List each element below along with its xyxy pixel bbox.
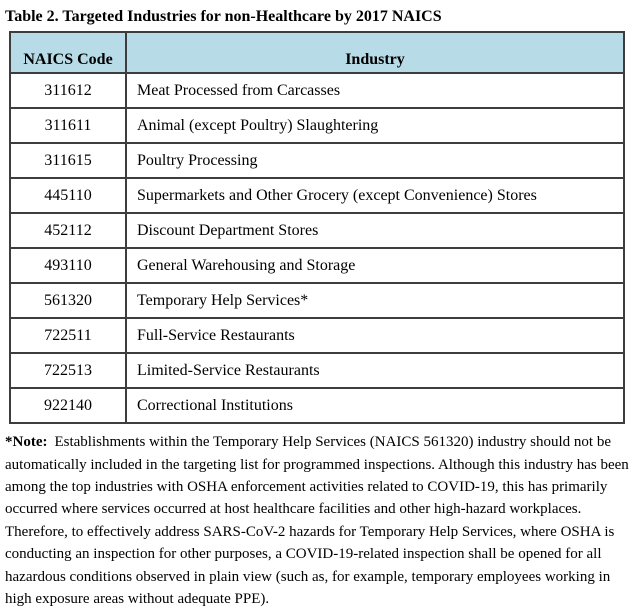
industry-cell: Animal (except Poultry) Slaughtering xyxy=(125,107,625,145)
table-header-row: NAICS Code Industry xyxy=(9,31,625,75)
naics-code-cell: 445110 xyxy=(9,177,127,215)
table-row: 722511 Full-Service Restaurants xyxy=(9,317,625,355)
industry-cell: Discount Department Stores xyxy=(125,212,625,250)
industry-cell: Meat Processed from Carcasses xyxy=(125,72,625,110)
industry-cell: Correctional Institutions xyxy=(125,387,625,425)
table-row: 445110 Supermarkets and Other Grocery (e… xyxy=(9,177,625,215)
industry-cell: Poultry Processing xyxy=(125,142,625,180)
column-header-naics-code: NAICS Code xyxy=(9,31,127,75)
industry-cell: Limited-Service Restaurants xyxy=(125,352,625,390)
document-page: Table 2. Targeted Industries for non-Hea… xyxy=(5,8,629,607)
naics-code-cell: 311612 xyxy=(9,72,127,110)
footnote-label: *Note: xyxy=(5,434,48,451)
naics-code-cell: 722513 xyxy=(9,352,127,390)
naics-code-cell: 452112 xyxy=(9,212,127,250)
naics-code-cell: 311615 xyxy=(9,142,127,180)
naics-code-cell: 922140 xyxy=(9,387,127,425)
column-header-industry: Industry xyxy=(125,31,625,75)
table-body: 311612 Meat Processed from Carcasses 311… xyxy=(9,72,625,425)
footnote-text: Establishments within the Temporary Help… xyxy=(5,434,629,608)
table-row: 922140 Correctional Institutions xyxy=(9,387,625,425)
table-row: 493110 General Warehousing and Storage xyxy=(9,247,625,285)
naics-code-cell: 493110 xyxy=(9,247,127,285)
table-row: 311612 Meat Processed from Carcasses xyxy=(9,72,625,110)
table-row: 561320 Temporary Help Services* xyxy=(9,282,625,320)
table-row: 722513 Limited-Service Restaurants xyxy=(9,352,625,390)
industry-cell: Temporary Help Services* xyxy=(125,282,625,320)
industry-cell: General Warehousing and Storage xyxy=(125,247,625,285)
table-row: 311615 Poultry Processing xyxy=(9,142,625,180)
naics-code-cell: 722511 xyxy=(9,317,127,355)
naics-code-cell: 561320 xyxy=(9,282,127,320)
table-title: Table 2. Targeted Industries for non-Hea… xyxy=(5,8,442,25)
table-row: 452112 Discount Department Stores xyxy=(9,212,625,250)
naics-industries-table: NAICS Code Industry 311612 Meat Processe… xyxy=(9,31,625,425)
industry-cell: Supermarkets and Other Grocery (except C… xyxy=(125,177,625,215)
table-row: 311611 Animal (except Poultry) Slaughter… xyxy=(9,107,625,145)
footnote: *Note: Establishments within the Temporar… xyxy=(5,431,630,610)
industry-cell: Full-Service Restaurants xyxy=(125,317,625,355)
naics-code-cell: 311611 xyxy=(9,107,127,145)
